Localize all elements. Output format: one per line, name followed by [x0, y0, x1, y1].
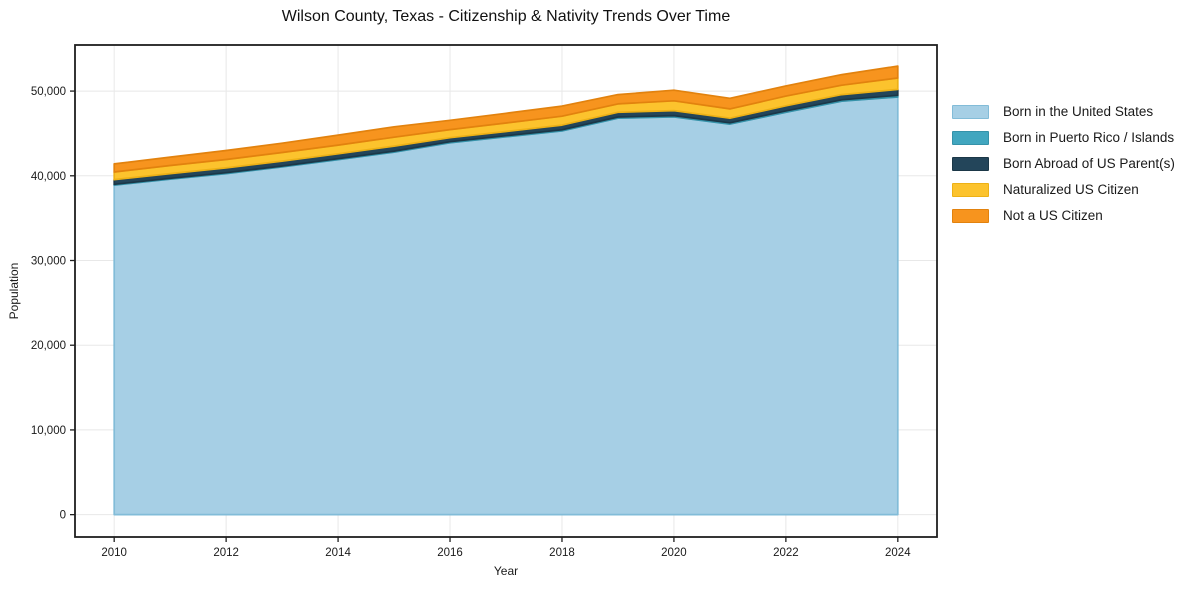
x-tick-label: 2022: [773, 547, 799, 559]
area-series-not-a-us-citizen: [113, 65, 899, 173]
legend: Born in the United States Born in Puerto …: [952, 104, 1175, 223]
legend-label: Naturalized US Citizen: [1003, 182, 1139, 197]
legend-label: Born in Puerto Rico / Islands: [1003, 130, 1175, 145]
legend-swatch-icon: [952, 130, 989, 145]
chart-title: Wilson County, Texas - Citizenship & Nat…: [281, 8, 731, 25]
legend-item: Born in the United States: [952, 104, 1175, 119]
x-tick-label: 2020: [661, 547, 687, 559]
y-tick-label: 20,000: [31, 340, 66, 352]
y-tick-label: 30,000: [31, 256, 66, 268]
x-tick-label: 2012: [213, 547, 239, 559]
legend-swatch-icon: [952, 156, 989, 171]
legend-label: Not a US Citizen: [1003, 208, 1103, 223]
legend-item: Born Abroad of US Parent(s): [952, 156, 1175, 171]
y-tick-label: 40,000: [31, 171, 66, 183]
x-axis-label: Year: [493, 564, 519, 578]
y-tick-label: 10,000: [31, 425, 66, 437]
x-tick-label: 2014: [325, 547, 351, 559]
x-tick-label: 2010: [101, 547, 127, 559]
legend-label: Born Abroad of US Parent(s): [1003, 156, 1175, 171]
legend-swatch-icon: [952, 208, 989, 223]
legend-item: Naturalized US Citizen: [952, 182, 1175, 197]
x-tick-label: 2016: [437, 547, 463, 559]
legend-item: Not a US Citizen: [952, 208, 1175, 223]
x-tick-label: 2018: [549, 547, 575, 559]
y-tick-label: 0: [60, 510, 66, 522]
axes-frame: [74, 44, 938, 538]
legend-swatch-icon: [952, 182, 989, 197]
legend-label: Born in the United States: [1003, 104, 1154, 119]
y-axis-label: Population: [7, 262, 21, 320]
y-tick-label: 50,000: [31, 86, 66, 98]
legend-item: Born in Puerto Rico / Islands: [952, 130, 1175, 145]
x-tick-label: 2024: [885, 547, 911, 559]
legend-swatch-icon: [952, 104, 989, 119]
